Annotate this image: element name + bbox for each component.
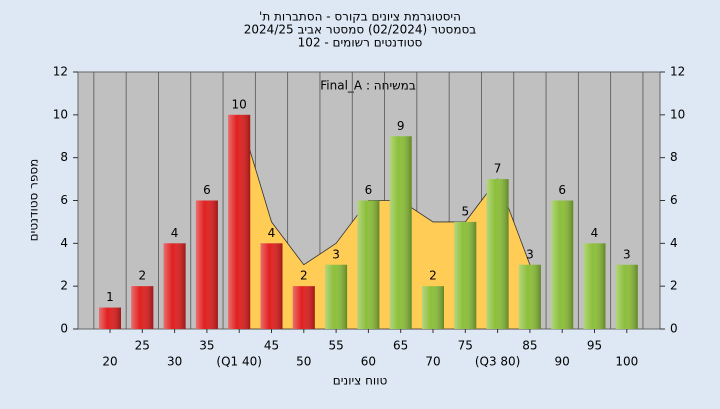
data-label: 2 bbox=[138, 269, 146, 283]
data-label: 2 bbox=[300, 269, 308, 283]
x-tick-label: (Q1 40) bbox=[216, 355, 262, 369]
x-tick-label: 65 bbox=[393, 339, 408, 353]
y-tick-label: 10 bbox=[53, 107, 68, 121]
data-label: 7 bbox=[494, 162, 502, 176]
y-tick-label: 6 bbox=[670, 193, 678, 207]
x-axis-label: טווח ציונים bbox=[333, 374, 388, 388]
bar-shade bbox=[195, 200, 218, 329]
bar-shade bbox=[357, 200, 380, 329]
bar-shade bbox=[260, 243, 283, 329]
data-label: 4 bbox=[591, 226, 599, 240]
bar-shade bbox=[615, 264, 638, 329]
x-tick-label: 100 bbox=[615, 355, 638, 369]
bar-shade bbox=[583, 243, 606, 329]
x-tick-label: 55 bbox=[328, 339, 343, 353]
data-label: 5 bbox=[461, 204, 469, 218]
y-tick-label: 8 bbox=[670, 150, 678, 164]
bar-shade bbox=[292, 286, 315, 329]
y-tick-label: 10 bbox=[670, 107, 685, 121]
data-label: 4 bbox=[268, 226, 276, 240]
bar-shade bbox=[131, 286, 154, 329]
data-label: 6 bbox=[203, 183, 211, 197]
data-label: 3 bbox=[623, 247, 631, 261]
data-label: 9 bbox=[397, 119, 405, 133]
bar-shade bbox=[551, 200, 574, 329]
y-tick-label: 6 bbox=[60, 193, 68, 207]
x-tick-label: 20 bbox=[102, 355, 117, 369]
y-tick-label: 4 bbox=[670, 236, 678, 250]
y-axis-label: מספר סטודנטים bbox=[27, 159, 41, 242]
y-tick-label: 2 bbox=[670, 279, 678, 293]
annotation: במשיחה : Final_A bbox=[320, 79, 416, 93]
bar-shade bbox=[99, 307, 121, 329]
chart-subtitle: בסמסטר (02/2024) סמסטר אביב 2024/25 bbox=[244, 23, 476, 37]
bar-shade bbox=[325, 264, 348, 329]
y-tick-label: 12 bbox=[53, 65, 68, 79]
data-label: 10 bbox=[232, 97, 247, 111]
x-tick-label: 30 bbox=[167, 355, 182, 369]
data-label: 3 bbox=[526, 247, 534, 261]
y-tick-label: 4 bbox=[60, 236, 68, 250]
x-tick-label: 45 bbox=[264, 339, 279, 353]
chart-title: היסטוגרמת ציונים בקורס - הסתברות ת' bbox=[259, 10, 461, 24]
bar-shade bbox=[389, 136, 412, 329]
x-tick-label: 90 bbox=[555, 355, 570, 369]
x-tick-label: 70 bbox=[425, 355, 440, 369]
y-tick-label: 8 bbox=[60, 150, 68, 164]
x-tick-label: 50 bbox=[296, 355, 311, 369]
data-label: 3 bbox=[332, 247, 340, 261]
y-tick-label: 2 bbox=[60, 279, 68, 293]
data-label: 4 bbox=[171, 226, 179, 240]
bar-shade bbox=[228, 114, 251, 329]
x-tick-label: 95 bbox=[587, 339, 602, 353]
y-tick-label: 0 bbox=[60, 322, 68, 336]
x-tick-label: 60 bbox=[361, 355, 376, 369]
y-tick-label: 12 bbox=[670, 65, 685, 79]
data-label: 2 bbox=[429, 269, 437, 283]
data-label: 6 bbox=[365, 183, 373, 197]
chart-subtitle: סטודנטים רשומים - 102 bbox=[298, 36, 423, 50]
x-tick-label: 35 bbox=[199, 339, 214, 353]
bar-shade bbox=[454, 221, 477, 329]
bar-shade bbox=[163, 243, 186, 329]
data-label: 6 bbox=[558, 183, 566, 197]
data-label: 1 bbox=[106, 290, 114, 304]
x-tick-label: 85 bbox=[522, 339, 537, 353]
bar-shade bbox=[486, 179, 509, 329]
y-tick-label: 0 bbox=[670, 322, 678, 336]
x-tick-label: 75 bbox=[458, 339, 473, 353]
bar-shade bbox=[422, 286, 444, 329]
bar-shade bbox=[518, 264, 541, 329]
x-tick-label: (Q3 80) bbox=[475, 355, 521, 369]
x-tick-label: 25 bbox=[135, 339, 150, 353]
